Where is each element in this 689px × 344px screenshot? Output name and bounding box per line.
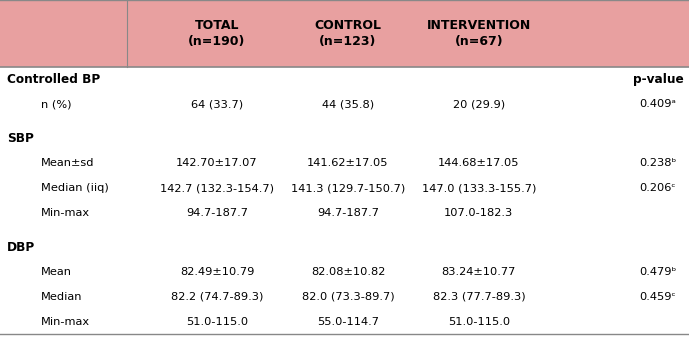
- Text: 82.2 (74.7-89.3): 82.2 (74.7-89.3): [171, 292, 263, 302]
- Text: n (%): n (%): [41, 99, 72, 109]
- Text: 142.7 (132.3-154.7): 142.7 (132.3-154.7): [160, 183, 274, 193]
- Text: 51.0-115.0: 51.0-115.0: [448, 316, 510, 327]
- Text: Mean: Mean: [41, 267, 72, 277]
- Text: Controlled BP: Controlled BP: [7, 73, 100, 86]
- Text: Min-max: Min-max: [41, 208, 90, 218]
- Text: SBP: SBP: [7, 132, 34, 145]
- Text: 144.68±17.05: 144.68±17.05: [438, 158, 520, 169]
- Text: DBP: DBP: [7, 241, 35, 254]
- Text: 0.206ᶜ: 0.206ᶜ: [639, 183, 677, 193]
- Text: 94.7-187.7: 94.7-187.7: [317, 208, 379, 218]
- Text: 0.409ᵃ: 0.409ᵃ: [639, 99, 677, 109]
- Text: 147.0 (133.3-155.7): 147.0 (133.3-155.7): [422, 183, 536, 193]
- Text: Median (iiq): Median (iiq): [41, 183, 109, 193]
- Text: 64 (33.7): 64 (33.7): [191, 99, 243, 109]
- Text: Mean±sd: Mean±sd: [41, 158, 95, 169]
- Text: 107.0-182.3: 107.0-182.3: [444, 208, 513, 218]
- Text: Median: Median: [41, 292, 83, 302]
- Text: 0.238ᵇ: 0.238ᵇ: [639, 158, 677, 169]
- Text: 83.24±10.77: 83.24±10.77: [442, 267, 516, 277]
- Text: 0.459ᶜ: 0.459ᶜ: [639, 292, 677, 302]
- Text: Min-max: Min-max: [41, 316, 90, 327]
- Text: 82.08±10.82: 82.08±10.82: [311, 267, 385, 277]
- Text: TOTAL
(n=190): TOTAL (n=190): [188, 19, 246, 48]
- Text: 44 (35.8): 44 (35.8): [322, 99, 374, 109]
- Text: 82.0 (73.3-89.7): 82.0 (73.3-89.7): [302, 292, 394, 302]
- Text: 142.70±17.07: 142.70±17.07: [176, 158, 258, 169]
- Text: 0.479ᵇ: 0.479ᵇ: [639, 267, 677, 277]
- Text: INTERVENTION
(n=67): INTERVENTION (n=67): [426, 19, 531, 48]
- Text: 20 (29.9): 20 (29.9): [453, 99, 505, 109]
- Text: 82.3 (77.7-89.3): 82.3 (77.7-89.3): [433, 292, 525, 302]
- Text: 82.49±10.79: 82.49±10.79: [180, 267, 254, 277]
- Text: p-value: p-value: [633, 73, 683, 86]
- Text: 51.0-115.0: 51.0-115.0: [186, 316, 248, 327]
- Text: 94.7-187.7: 94.7-187.7: [186, 208, 248, 218]
- Text: CONTROL
(n=123): CONTROL (n=123): [314, 19, 382, 48]
- Text: 55.0-114.7: 55.0-114.7: [317, 316, 379, 327]
- Text: 141.62±17.05: 141.62±17.05: [307, 158, 389, 169]
- FancyBboxPatch shape: [0, 0, 689, 67]
- Text: 141.3 (129.7-150.7): 141.3 (129.7-150.7): [291, 183, 405, 193]
